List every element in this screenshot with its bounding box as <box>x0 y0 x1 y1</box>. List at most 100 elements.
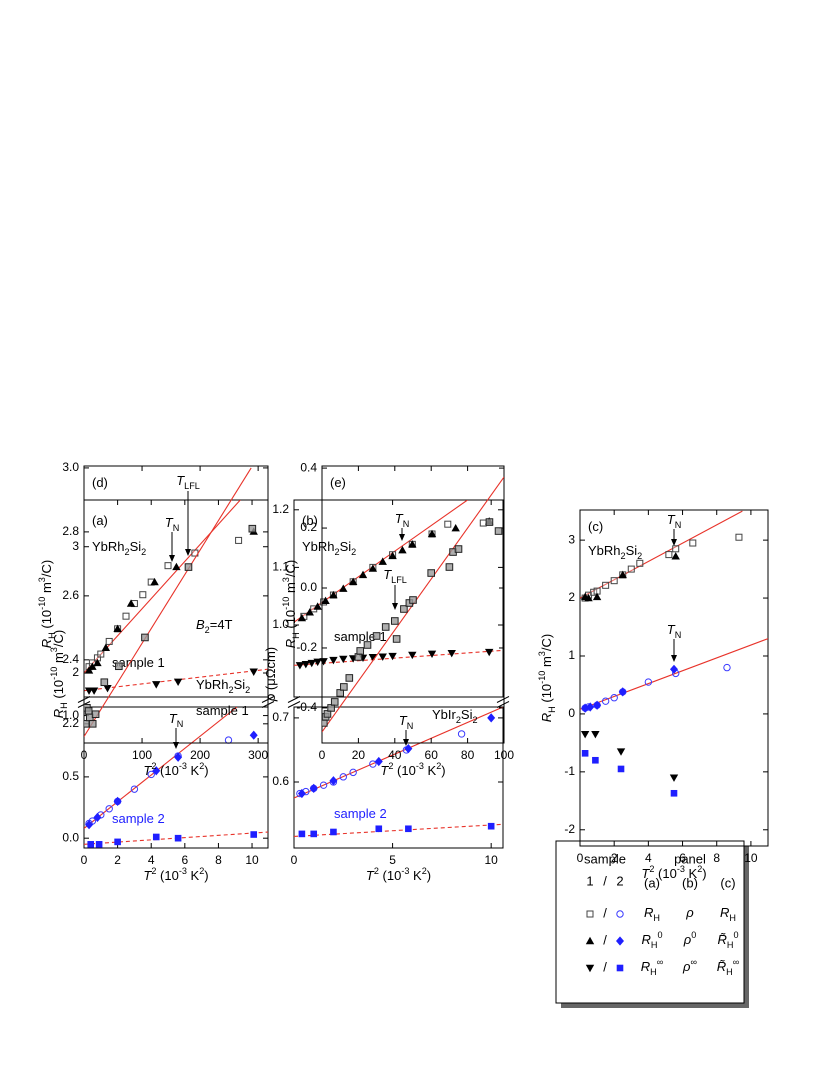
y-tick-label: 2.6 <box>62 588 79 602</box>
marker <box>184 563 193 571</box>
text-part: 2 <box>125 547 130 557</box>
text-part: R̃ <box>717 932 726 947</box>
marker <box>84 666 94 674</box>
marker <box>356 647 365 655</box>
plot-frame <box>321 465 505 744</box>
marker <box>313 658 322 667</box>
text-part: YbIr <box>432 707 457 722</box>
annotation: TN <box>667 512 682 530</box>
x-tick-label: 6 <box>679 851 686 865</box>
text-part: (10 <box>379 868 401 883</box>
x-tick-label: 10 <box>744 851 758 865</box>
y-tick-label: 2.2 <box>62 716 79 730</box>
text-part: YbRh <box>92 539 125 554</box>
y-tick-label: 0.5 <box>62 769 79 783</box>
annotation: (d) <box>92 475 108 490</box>
marker <box>581 750 589 757</box>
marker <box>85 820 94 830</box>
text-part: (10 <box>539 684 554 706</box>
y-axis-label: RH (10-10 m3/C) <box>537 634 557 722</box>
marker <box>616 748 626 756</box>
x-axis-label: T2 (10-3 K2) <box>143 761 208 778</box>
marker <box>591 730 600 739</box>
legend-label: RH∞ <box>641 957 663 977</box>
marker <box>113 796 122 807</box>
marker <box>487 822 495 830</box>
text-part: sample 2 <box>112 811 165 826</box>
text-part: ) <box>441 763 445 778</box>
marker <box>451 524 460 532</box>
marker <box>248 524 257 533</box>
text-part: T <box>165 515 174 530</box>
legend-box: sample panel 1 / 2 (a) (b) (c) <box>555 840 749 1008</box>
annotation: (b) <box>302 513 318 528</box>
marker <box>345 674 354 682</box>
annotation: TN <box>165 515 180 533</box>
marker <box>307 659 316 668</box>
marker <box>152 681 161 689</box>
text-part: (10 <box>156 868 178 883</box>
text-part: 2 <box>621 551 626 561</box>
text-part: T <box>169 711 178 726</box>
text-part: m <box>51 652 66 666</box>
plot-area <box>580 510 768 797</box>
text-part: R <box>644 905 653 920</box>
text-part: 0 <box>657 930 662 940</box>
marker <box>586 910 594 918</box>
marker <box>313 602 322 610</box>
marker <box>408 540 417 548</box>
marker <box>329 776 338 786</box>
legend-label: ρ0 <box>683 930 697 947</box>
annotation-arrowhead <box>173 742 179 749</box>
annotation: TN <box>667 622 682 640</box>
y-tick-label: 1.0 <box>272 617 289 631</box>
marker <box>249 668 258 676</box>
marker <box>84 707 93 715</box>
text-part: 2 <box>141 547 146 557</box>
marker <box>369 760 377 768</box>
marker <box>427 529 437 538</box>
marker <box>113 624 122 633</box>
plot-frame <box>293 706 504 849</box>
text-part: m <box>39 582 54 596</box>
annotation: (e) <box>330 475 346 490</box>
text-part: 2 <box>456 715 461 725</box>
text-part: sample 1 <box>196 703 249 718</box>
x-tick-label: 100 <box>132 748 152 762</box>
text-part: ) <box>427 868 431 883</box>
text-part: R <box>39 639 54 648</box>
legend-heading: sample <box>584 851 626 866</box>
annotation: TN <box>169 711 184 729</box>
marker <box>164 562 172 570</box>
marker <box>297 788 306 799</box>
annotation: YbRh2Si2 <box>302 539 356 557</box>
marker <box>392 635 401 643</box>
plot-area <box>84 707 268 848</box>
x-tick-label: 0 <box>319 748 326 762</box>
axis-break <box>287 701 301 708</box>
legend-label: ρ <box>685 905 694 920</box>
x-tick-label: 5 <box>389 853 396 867</box>
marker <box>723 663 731 672</box>
text-part: R <box>720 905 729 920</box>
annotation: TN <box>395 511 410 529</box>
marker <box>404 744 413 754</box>
marker <box>141 633 149 642</box>
text-part: 0 <box>691 930 696 940</box>
plot-frame <box>83 465 269 744</box>
text-part: -10 <box>49 667 59 680</box>
axis-break-gap <box>289 698 299 706</box>
text-part: -10 <box>281 597 291 610</box>
text-part: =4T <box>210 617 233 632</box>
text-part: T <box>143 868 152 883</box>
marker <box>670 664 678 674</box>
marker <box>101 643 111 651</box>
marker <box>329 590 338 599</box>
text-part: 2 <box>388 761 393 771</box>
marker <box>388 652 397 661</box>
text-part: Si <box>234 677 246 692</box>
text-part: H <box>650 967 657 977</box>
annotation: sample 1 <box>196 703 249 718</box>
marker <box>378 653 387 661</box>
text-part: YbRh <box>588 543 621 558</box>
